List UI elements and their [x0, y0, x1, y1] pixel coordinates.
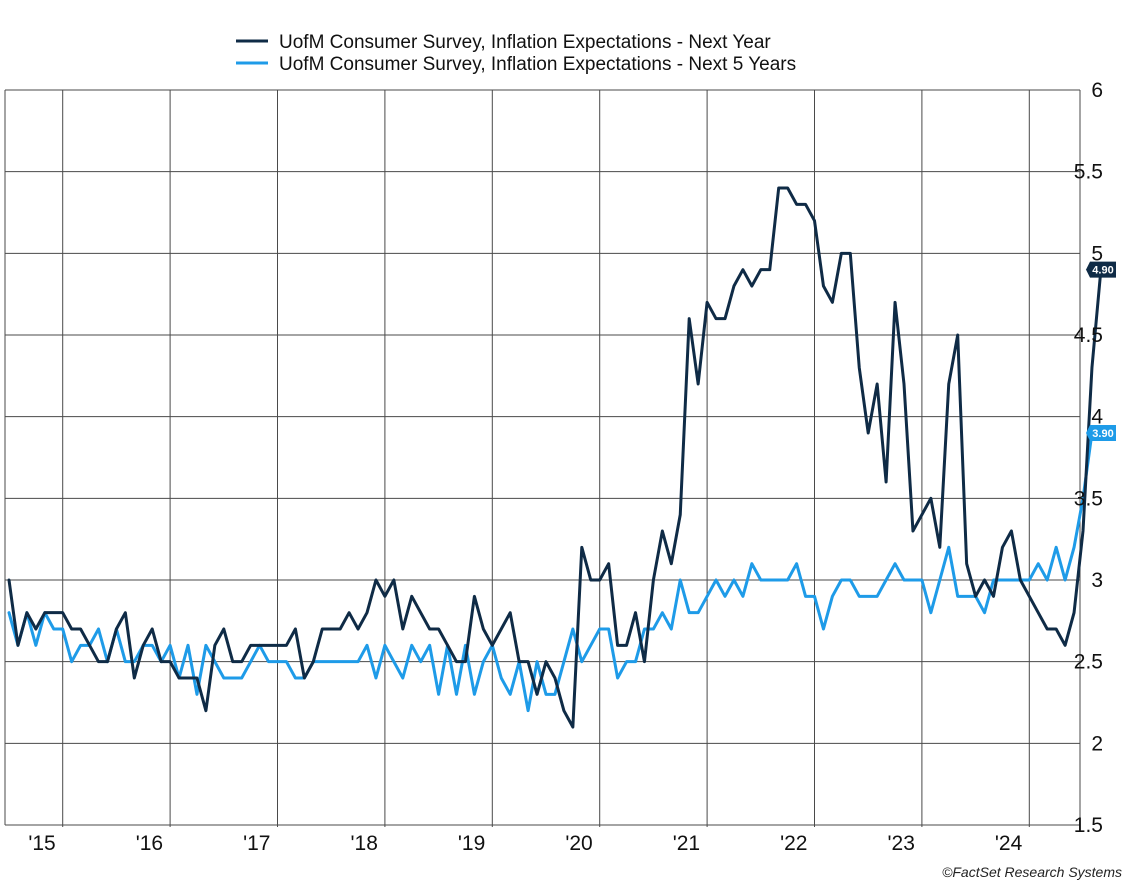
horizontal-gridlines [5, 89, 1080, 826]
end-label-next-5-years: 3.90 [1086, 425, 1116, 441]
y-tick-label: 4.5 [1074, 324, 1103, 347]
legend-label: UofM Consumer Survey, Inflation Expectat… [279, 54, 796, 75]
series-lines [7, 186, 1103, 729]
end-label-next-year: 4.90 [1086, 261, 1116, 278]
legend-item-next-5-years: UofM Consumer Survey, Inflation Expectat… [236, 54, 796, 75]
legend: UofM Consumer Survey, Inflation Expectat… [236, 32, 796, 75]
end-label-tag [1086, 261, 1116, 278]
y-tick-label: 1.5 [1074, 814, 1103, 837]
legend-item-next-year: UofM Consumer Survey, Inflation Expectat… [236, 32, 771, 53]
y-tick-label: 3 [1091, 569, 1103, 592]
x-tick-label: '23 [888, 832, 915, 855]
x-tick-label: '22 [780, 832, 807, 855]
x-tick-label: '24 [995, 832, 1023, 855]
x-tick-label: '16 [136, 832, 163, 855]
y-tick-label: 2 [1091, 732, 1103, 755]
series-line-next-year [7, 186, 1103, 729]
y-tick-label: 5 [1091, 242, 1103, 265]
end-label-tag [1086, 425, 1116, 441]
x-tick-label: '18 [351, 832, 378, 855]
end-label-value: 3.90 [1092, 428, 1113, 440]
y-tick-label: 6 [1091, 79, 1103, 102]
end-value-labels: 4.90 3.90 [1086, 261, 1116, 441]
x-axis-tick-labels: '15 '16 '17 '18 '19 '20 '21 '22 '23 '24 [28, 832, 1022, 855]
legend-label: UofM Consumer Survey, Inflation Expectat… [279, 32, 771, 53]
y-tick-label: 4 [1091, 406, 1103, 429]
x-tick-label: '17 [243, 832, 270, 855]
x-tick-label: '21 [673, 832, 700, 855]
source-credit: ©FactSet Research Systems [942, 864, 1122, 880]
vertical-gridlines [4, 90, 1081, 827]
y-tick-label: 5.5 [1074, 161, 1103, 184]
y-axis-tick-labels: 6 5.5 5 4.5 4 3.5 3 2.5 2 1.5 [1074, 79, 1104, 837]
series-line-next-5-years [7, 431, 1094, 713]
x-tick-label: '20 [565, 832, 592, 855]
y-tick-label: 2.5 [1074, 651, 1103, 674]
end-label-value: 4.90 [1092, 265, 1113, 277]
x-tick-label: '15 [28, 832, 55, 855]
x-tick-label: '19 [458, 832, 485, 855]
y-tick-label: 3.5 [1074, 487, 1103, 510]
